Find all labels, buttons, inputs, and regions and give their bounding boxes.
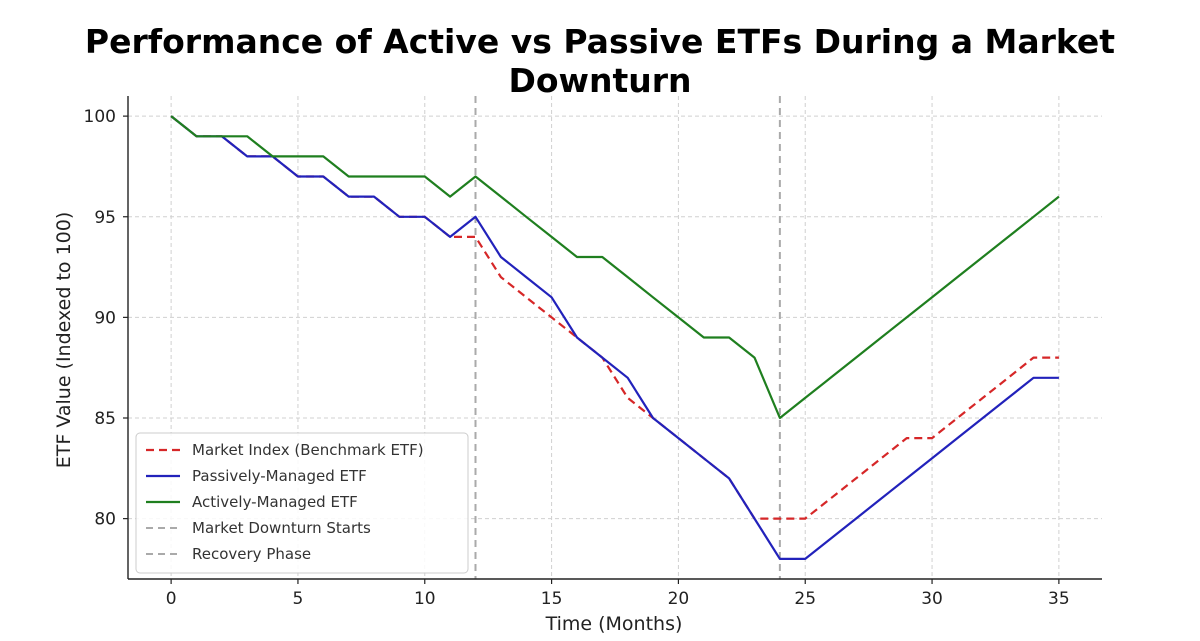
- legend: Market Index (Benchmark ETF) Passively-Ma…: [135, 432, 469, 574]
- passive-etf-line: [170, 115, 1059, 561]
- reference-lines: [474, 96, 781, 579]
- y-tick-label: 85: [94, 409, 116, 429]
- y-tick-label: 100: [84, 107, 116, 127]
- series-lines: [170, 115, 1060, 561]
- x-tick-label: 10: [414, 589, 436, 609]
- x-tick-label: 35: [1048, 589, 1070, 609]
- tick-labels: 0 5 10 15 20 25 30 35 80 85 90 95 100: [84, 107, 1070, 609]
- chart-title: Performance of Active vs Passive ETFs Du…: [84, 22, 1116, 100]
- y-axis-label: ETF Value (Indexed to 100): [53, 212, 75, 469]
- legend-box: [135, 432, 469, 574]
- active-etf-line: [170, 115, 1060, 420]
- legend-label: Market Downturn Starts: [192, 519, 371, 537]
- legend-label: Recovery Phase: [192, 545, 311, 563]
- x-axis-label: Time (Months): [545, 613, 683, 635]
- x-tick-label: 30: [921, 589, 943, 609]
- y-tick-label: 90: [94, 308, 116, 328]
- x-tick-label: 25: [794, 589, 816, 609]
- axes: [123, 96, 1102, 584]
- x-tick-label: 5: [293, 589, 304, 609]
- x-tick-label: 15: [541, 589, 563, 609]
- y-tick-label: 95: [94, 208, 116, 228]
- legend-label: Actively-Managed ETF: [192, 493, 358, 511]
- legend-label: Passively-Managed ETF: [192, 467, 367, 485]
- y-tick-label: 80: [94, 510, 116, 530]
- x-tick-label: 20: [668, 589, 690, 609]
- legend-label: Market Index (Benchmark ETF): [192, 441, 424, 459]
- grid: [128, 96, 1102, 579]
- x-tick-label: 0: [166, 589, 177, 609]
